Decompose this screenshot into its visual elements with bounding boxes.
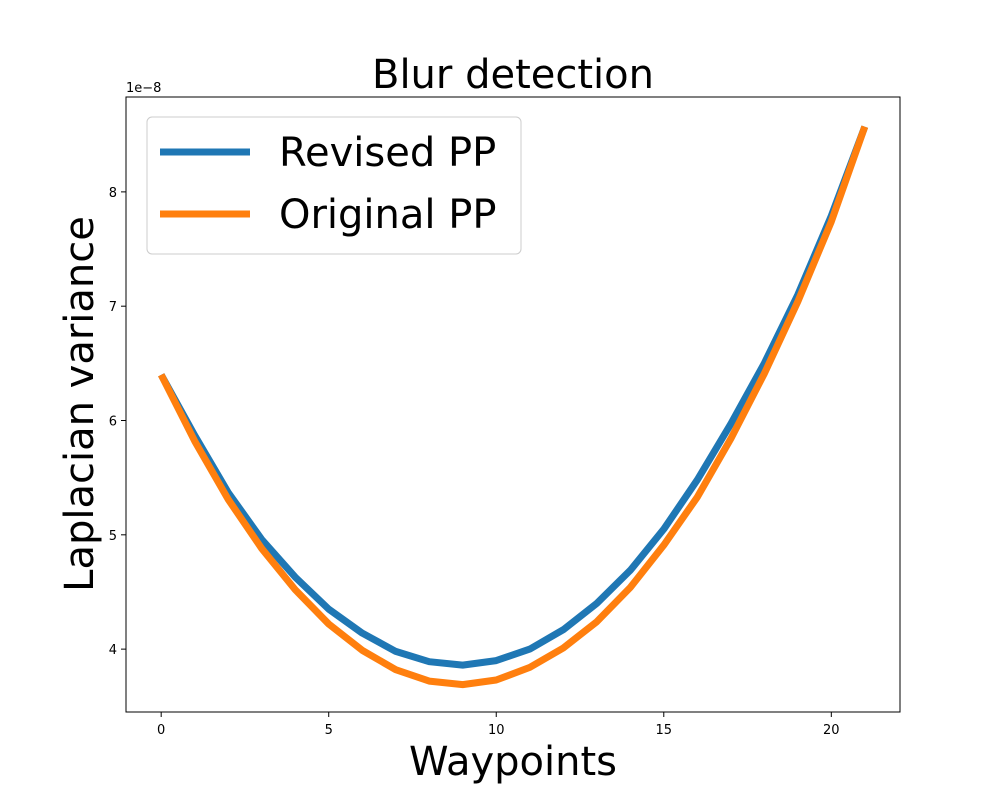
legend-label-1: Revised PP (279, 130, 496, 176)
legend: Revised PP Original PP (146, 116, 522, 255)
x-axis-label: Waypoints (409, 739, 617, 785)
y-axis-label: Laplacian variance (57, 216, 103, 592)
legend-label-2: Original PP (279, 192, 496, 238)
y-tick-label: 5 (109, 529, 117, 544)
plot-frame (125, 96, 901, 713)
y-tick-label: 8 (109, 186, 117, 201)
x-tick-label: 0 (157, 723, 165, 738)
x-tick-label: 5 (325, 723, 333, 738)
x-tick-label: 20 (823, 723, 840, 738)
y-axis-ticks: 4 5 6 7 8 (109, 186, 126, 658)
plot-area (158, 125, 869, 689)
series-line-2 (158, 125, 869, 689)
x-tick-label: 10 (488, 723, 505, 738)
y-axis-offset-label: 1e−8 (126, 81, 161, 96)
x-tick-label: 15 (656, 723, 673, 738)
series-line-1 (158, 125, 869, 669)
y-tick-label: 6 (109, 415, 117, 430)
x-axis-ticks: 0 5 10 15 20 (157, 712, 840, 738)
y-tick-label: 7 (109, 300, 117, 315)
y-tick-label: 4 (109, 643, 117, 658)
chart-title: Blur detection (372, 52, 654, 98)
